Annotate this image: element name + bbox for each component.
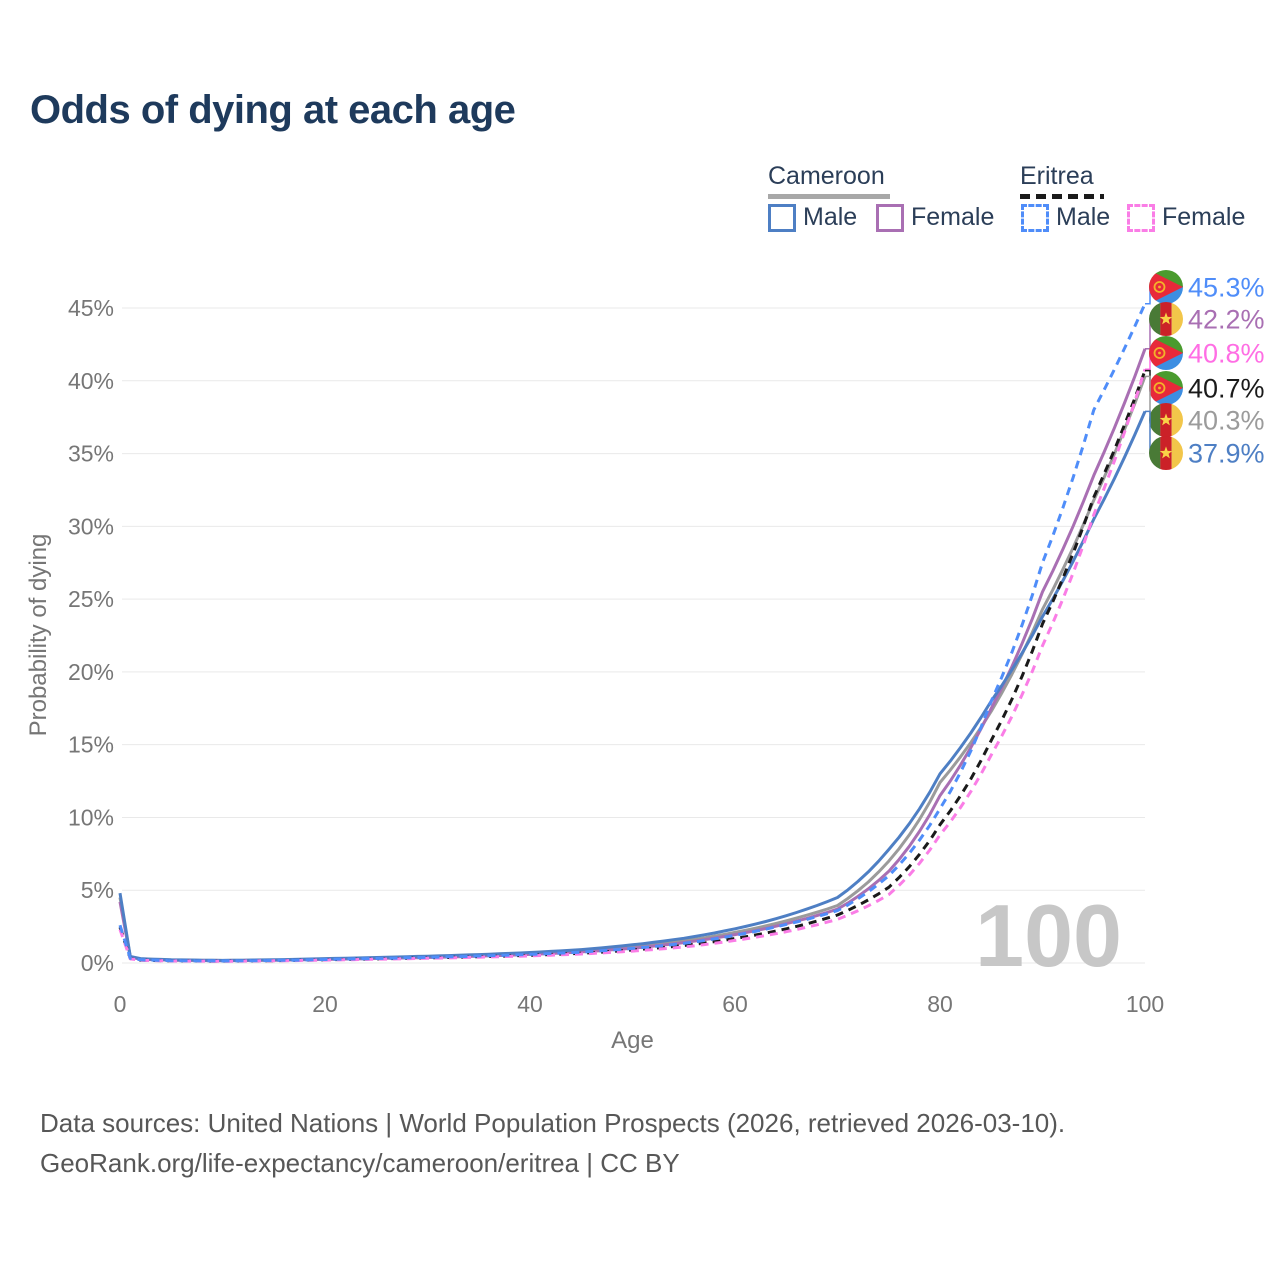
legend-item-cameroon-male[interactable]: Male	[768, 203, 857, 232]
y-tick-label: 45%	[68, 295, 114, 321]
eritrea-flag-icon	[1149, 371, 1183, 405]
line-eritrea-male	[118, 303, 1147, 963]
legend-eritrea-dashed-line-sample	[1020, 194, 1104, 199]
legend-label: Female	[911, 203, 995, 231]
legend-group-cameroon: Cameroon	[768, 162, 885, 190]
legend-label: Male	[803, 203, 858, 231]
cameroon-flag-icon	[1149, 436, 1183, 470]
x-tick-label: 20	[312, 991, 338, 1017]
legend-item-eritrea-female[interactable]: Female	[1127, 203, 1245, 232]
cameroon-female-swatch-icon	[876, 203, 904, 232]
legend-label: Male	[1056, 203, 1111, 231]
end-label-cameroon-all: 40.3%	[1188, 406, 1265, 436]
line-eritrea-female	[118, 368, 1147, 963]
y-tick-label: 5%	[81, 877, 114, 903]
eritrea-flag-icon	[1149, 336, 1183, 370]
y-tick-label: 35%	[68, 441, 114, 467]
x-tick-label: 0	[114, 991, 127, 1017]
cameroon-flag-icon	[1149, 302, 1183, 336]
y-tick-label: 10%	[68, 804, 114, 830]
eritrea-female-swatch-icon	[1127, 203, 1155, 232]
line-eritrea-all	[118, 370, 1147, 963]
end-label-cameroon-female: 42.2%	[1188, 305, 1265, 335]
y-tick-label: 15%	[68, 732, 114, 758]
line-cameroon-all	[118, 375, 1147, 962]
x-tick-label: 80	[927, 991, 953, 1017]
line-cameroon-female	[118, 348, 1147, 963]
y-tick-label: 40%	[68, 368, 114, 394]
y-tick-label: 25%	[68, 586, 114, 612]
end-label-eritrea-female: 40.8%	[1188, 339, 1265, 369]
x-tick-label: 40	[517, 991, 543, 1017]
end-label-eritrea-all: 40.7%	[1188, 374, 1265, 404]
attribution-note: GeoRank.org/life-expectancy/cameroon/eri…	[40, 1148, 680, 1178]
eritrea-flag-icon	[1149, 270, 1183, 304]
line-cameroon-male	[118, 410, 1147, 962]
cameroon-flag-icon	[1149, 403, 1183, 437]
x-tick-label: 60	[722, 991, 748, 1017]
data-source-note: Data sources: United Nations | World Pop…	[40, 1108, 1066, 1138]
page-title: Odds of dying at each age	[30, 88, 516, 132]
legend-cameroon-solid-line-sample	[768, 194, 890, 199]
y-tick-label: 0%	[81, 950, 114, 976]
y-tick-label: 30%	[68, 513, 114, 539]
legend-label: Female	[1162, 203, 1246, 231]
y-tick-label: 20%	[68, 659, 114, 685]
age-watermark: 100	[975, 886, 1122, 985]
eritrea-male-swatch-icon	[1021, 203, 1049, 232]
end-label-cameroon-male: 37.9%	[1188, 439, 1265, 469]
y-axis-title: Probability of dying	[25, 534, 52, 737]
x-tick-label: 100	[1126, 991, 1164, 1017]
cameroon-male-swatch-icon	[768, 203, 796, 232]
legend-item-cameroon-female[interactable]: Female	[876, 203, 994, 232]
x-axis-title: Age	[611, 1027, 654, 1054]
legend-group-eritrea: Eritrea	[1020, 162, 1094, 190]
legend-item-eritrea-male[interactable]: Male	[1021, 203, 1110, 232]
end-label-eritrea-male: 45.3%	[1188, 273, 1265, 303]
